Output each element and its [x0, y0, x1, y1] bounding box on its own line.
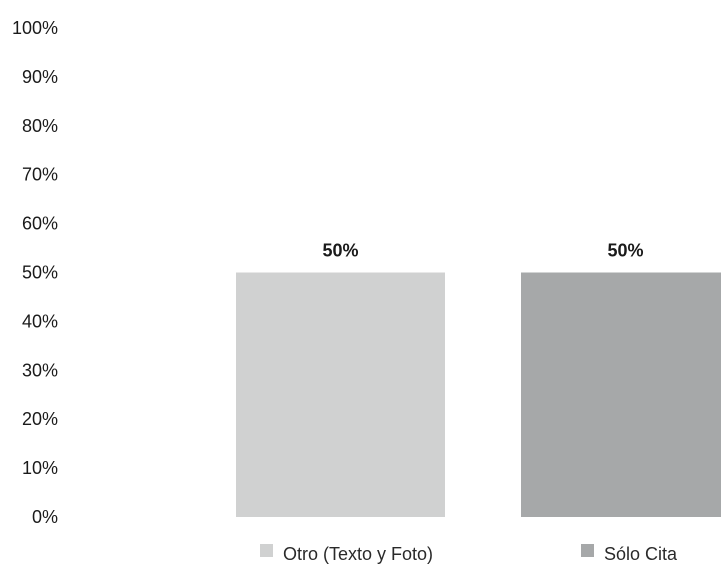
y-tick-label: 70%: [22, 165, 58, 185]
y-tick-label: 20%: [22, 409, 58, 429]
y-tick-label: 50%: [22, 263, 58, 283]
data-label: 50%: [322, 241, 358, 261]
y-tick-label: 60%: [22, 214, 58, 234]
data-label: 50%: [607, 241, 643, 261]
y-tick-label: 30%: [22, 360, 58, 380]
y-tick-label: 90%: [22, 67, 58, 87]
y-tick-label: 10%: [22, 458, 58, 478]
legend-swatch: [260, 544, 273, 557]
data-labels: 50% 50%: [322, 241, 643, 261]
bar-otro: [236, 272, 445, 517]
legend-swatch: [581, 544, 594, 557]
bar-solo-cita: [521, 272, 721, 517]
bars: [236, 272, 721, 517]
legend-label: Sólo Cita: [604, 544, 678, 564]
y-axis: 0% 10% 20% 30% 40% 50% 60% 70% 80% 90% 100%: [12, 18, 58, 527]
legend: Otro (Texto y Foto) Sólo Cita: [260, 544, 678, 564]
y-tick-label: 40%: [22, 311, 58, 331]
legend-label: Otro (Texto y Foto): [283, 544, 433, 564]
y-tick-label: 80%: [22, 116, 58, 136]
y-tick-label: 0%: [32, 507, 58, 527]
y-tick-label: 100%: [12, 18, 58, 38]
